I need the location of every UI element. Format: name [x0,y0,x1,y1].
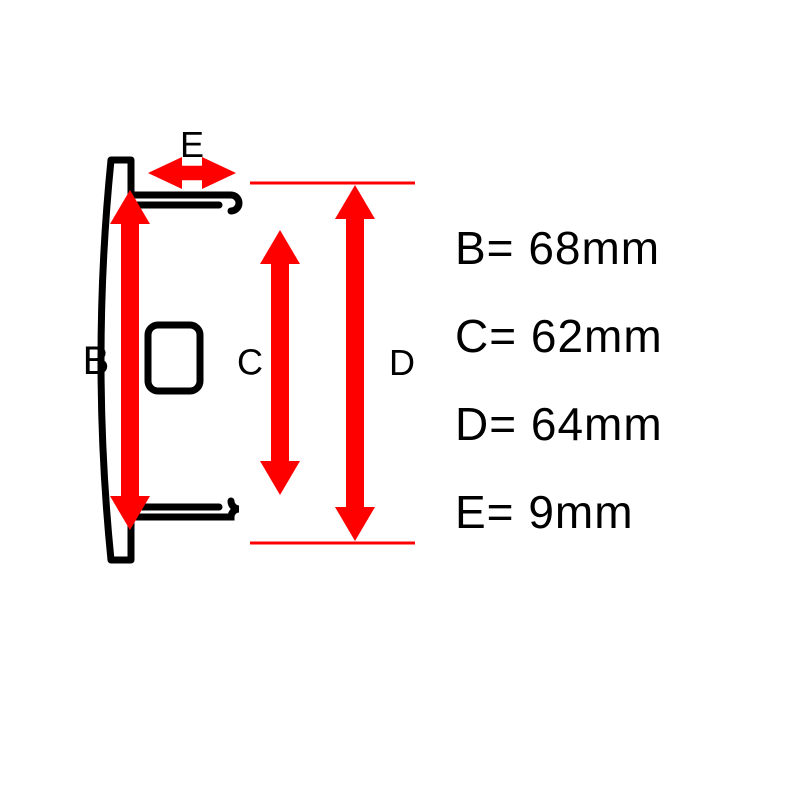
dim-c-label: C [237,342,263,383]
legend-row-d: D= 64mm [455,401,663,447]
bottom-flange-outline [131,195,239,211]
dim-e-label: E [180,124,204,165]
dimension-legend: B= 68mm C= 62mm D= 64mm E= 9mm [455,225,663,577]
dim-d-arrow-head-up [335,185,375,219]
dimension-drawing-svg: E B C D [0,0,800,800]
dim-c-arrow-head-down [260,461,300,495]
legend-row-e: E= 9mm [455,489,663,535]
dim-c-arrow-head-up [260,230,300,264]
dim-d-label: D [389,342,415,383]
dim-b-arrow-head-down [110,496,150,530]
legend-row-b: B= 68mm [455,225,663,271]
center-tab-outline [148,325,200,391]
dim-b-label: B [83,339,110,383]
dim-e-arrow-head-l [148,157,182,189]
top-flange-outline [131,501,239,517]
dim-e-arrow-head-r [202,157,236,189]
diagram-container: E B C D B= 68mm C= 62mm D= 64mm E= 9mm [0,0,800,800]
dim-d-arrow-head-down [335,507,375,541]
legend-row-c: C= 62mm [455,313,663,359]
